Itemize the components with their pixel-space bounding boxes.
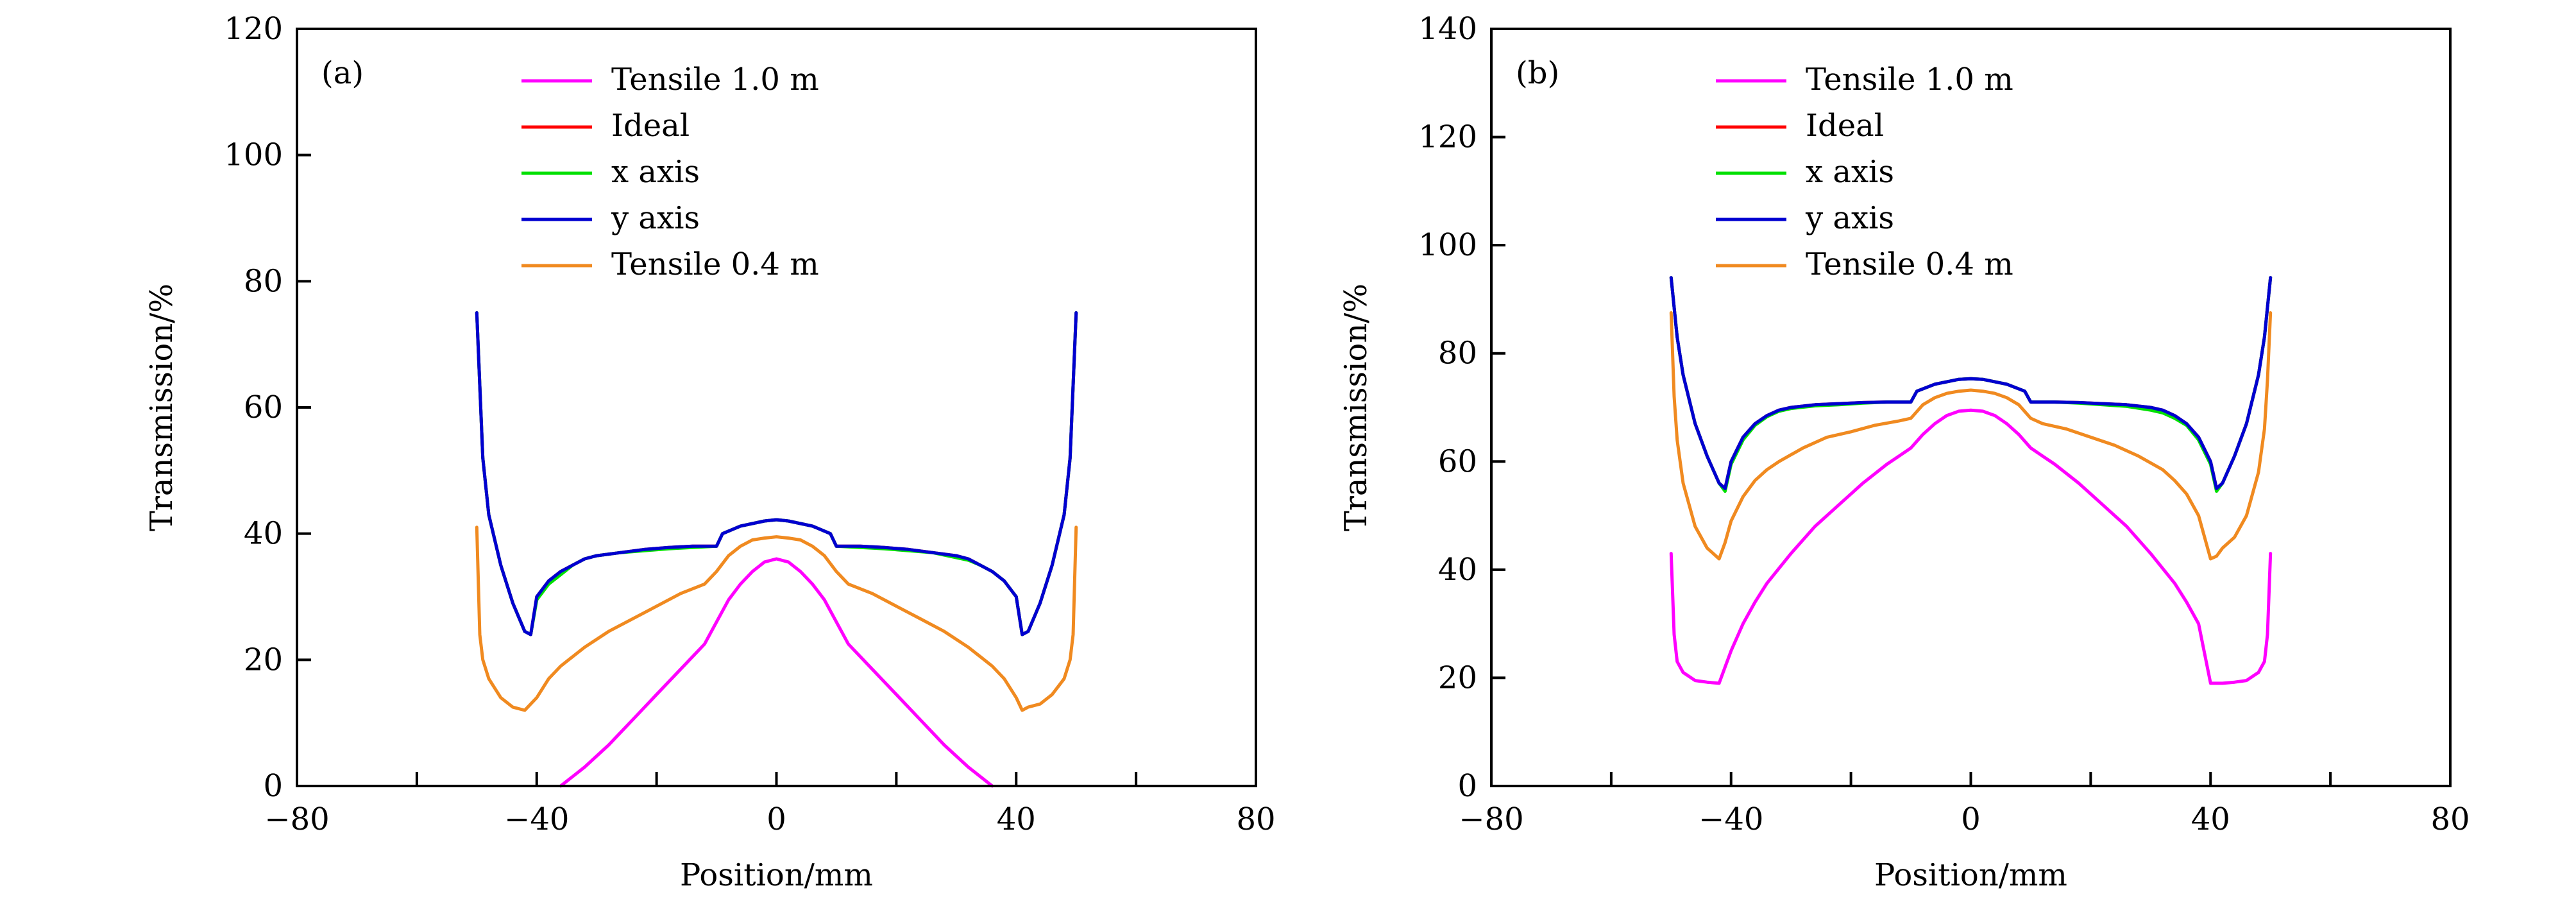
x-tick-label: 0 [767, 801, 786, 837]
series-line-x-axis [1669, 276, 2273, 493]
legend: Tensile 1.0 m Ideal x axis y axis Tensile 0.… [521, 62, 819, 282]
x-tick-label: 0 [1961, 801, 1981, 837]
plot-frame [296, 28, 1257, 787]
series-line-tensile-0-4-m [1669, 311, 2273, 561]
legend-entry-label: Tensile 0.4 m [611, 246, 819, 282]
y-tick-label: 0 [263, 768, 283, 804]
y-tick-label: 40 [1438, 552, 1477, 588]
y-tick-label: 80 [244, 263, 283, 299]
x-tick-label: −80 [264, 801, 329, 837]
y-tick-label: 80 [1438, 336, 1477, 372]
x-tick-label: 40 [997, 801, 1036, 837]
y-tick-label: 120 [1418, 119, 1477, 155]
panel-b: −80 −40 0 40 80 0 20 40 60 80 100 120 140 Position/mm… [1338, 11, 2470, 893]
legend-entry-label: x axis [1806, 154, 1894, 190]
series-line-tensile-1-0-m [559, 557, 994, 788]
y-tick-label: 140 [1418, 11, 1477, 47]
legend-entry-label: Ideal [611, 108, 690, 144]
legend-entry-label: Ideal [1806, 108, 1884, 144]
series-line-tensile-0-4-m [475, 525, 1078, 712]
y-tick-label: 0 [1457, 768, 1477, 804]
legend: Tensile 1.0 m Ideal x axis y axis Tensile 0.… [1716, 62, 2013, 282]
legend-entry-label: y axis [611, 200, 700, 236]
series-line-tensile-1-0-m [1669, 408, 2273, 685]
legend-entry-label: x axis [611, 154, 700, 190]
y-tick-label: 20 [244, 642, 283, 678]
panel-label: (b) [1516, 55, 1559, 91]
series-line-y-axis [475, 311, 1078, 636]
x-axis-label: Position/mm [680, 857, 873, 893]
legend-entry-label: Tensile 0.4 m [1806, 246, 2013, 282]
x-tick-label: −80 [1459, 801, 1523, 837]
x-tick-label: 80 [2430, 801, 2470, 837]
y-axis-label: Transmission/% [144, 284, 180, 531]
series-line-x-axis [475, 311, 1078, 636]
plot-frame [1490, 28, 2452, 787]
legend-entry-label: y axis [1805, 200, 1894, 236]
series-line-ideal [1669, 276, 2273, 490]
series-line-ideal [475, 311, 1078, 636]
y-tick-label: 100 [224, 137, 283, 173]
y-tick-label: 40 [244, 516, 283, 552]
y-tick-label: 20 [1438, 660, 1477, 696]
x-tick-label: 80 [1236, 801, 1275, 837]
y-tick-label: 100 [1418, 227, 1477, 263]
y-tick-label: 60 [244, 389, 283, 425]
x-tick-label: −40 [504, 801, 569, 837]
series-line-y-axis [1669, 276, 2273, 490]
y-tick-label: 120 [224, 11, 283, 47]
x-tick-label: 40 [2191, 801, 2230, 837]
legend-entry-label: Tensile 1.0 m [1806, 62, 2013, 98]
legend-entry-label: Tensile 1.0 m [611, 62, 819, 98]
x-axis-label: Position/mm [1874, 857, 2067, 893]
y-axis-label: Transmission/% [1338, 284, 1374, 531]
y-tick-label: 60 [1438, 443, 1477, 479]
panel-a: −80 −40 0 40 80 0 20 40 60 80 100 120 Position/mm Tra… [144, 11, 1276, 893]
panel-label: (a) [321, 55, 364, 91]
x-tick-label: −40 [1699, 801, 1763, 837]
